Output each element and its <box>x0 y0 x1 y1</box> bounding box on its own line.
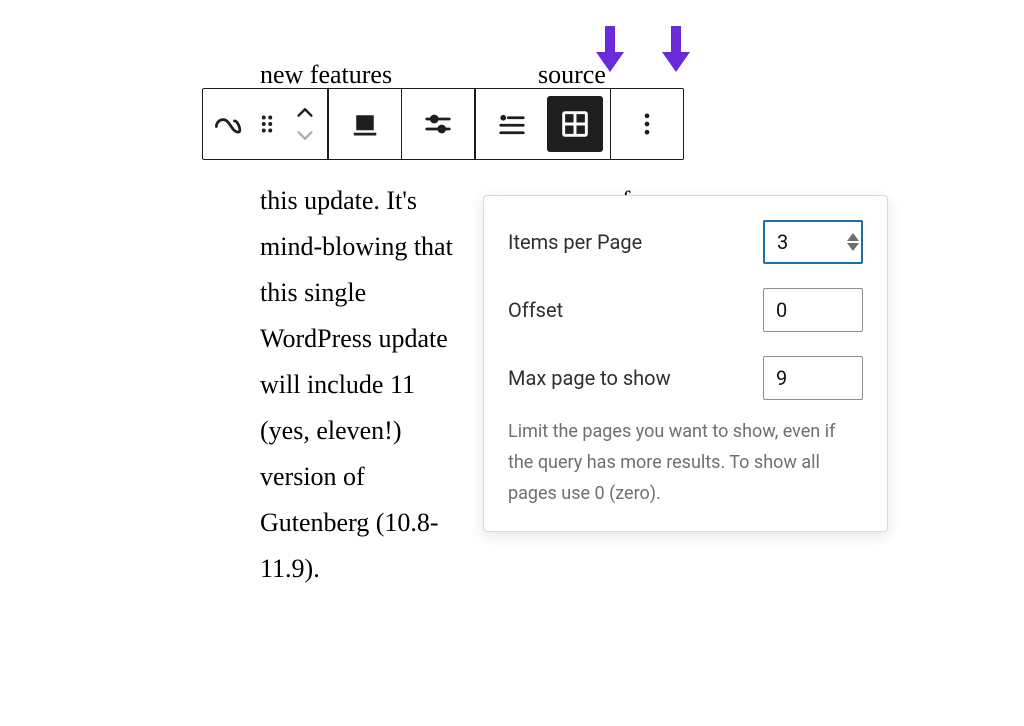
move-up-button[interactable] <box>287 100 323 124</box>
block-toolbar <box>202 88 684 160</box>
content-column-left-rest: this update. It's mind-blowing that this… <box>260 178 460 592</box>
align-icon <box>350 109 380 139</box>
annotation-arrow-icon <box>660 24 692 74</box>
grid-view-button[interactable] <box>547 96 603 152</box>
more-vertical-icon <box>633 110 661 138</box>
display-settings-button[interactable] <box>408 94 468 154</box>
field-label: Max page to show <box>508 366 671 390</box>
loop-icon <box>212 109 242 139</box>
list-view-icon <box>497 109 527 139</box>
field-help-text: Limit the pages you want to show, even i… <box>508 416 863 509</box>
drag-handle-icon <box>254 111 280 137</box>
query-loop-button[interactable] <box>209 94 245 154</box>
filters-icon <box>423 109 453 139</box>
text-fragment: new features <box>260 60 392 89</box>
offset-input[interactable] <box>763 288 863 332</box>
text-fragment: this update. It's mind-blowing that this… <box>260 186 453 583</box>
field-max-page: Max page to show <box>508 356 863 400</box>
display-settings-popover: Items per Page Offset Max page to show L… <box>483 195 888 532</box>
move-block-stack <box>287 100 323 148</box>
annotation-arrow-icon <box>594 24 626 74</box>
align-button[interactable] <box>335 94 395 154</box>
field-label: Items per Page <box>508 230 642 254</box>
chevron-down-icon <box>294 129 316 143</box>
drag-handle-button[interactable] <box>249 94 285 154</box>
max-page-input[interactable] <box>763 356 863 400</box>
chevron-up-icon <box>294 105 316 119</box>
grid-view-icon <box>559 108 591 140</box>
field-items-per-page: Items per Page <box>508 220 863 264</box>
stepper-icon[interactable] <box>847 233 859 251</box>
more-options-button[interactable] <box>617 94 677 154</box>
move-down-button[interactable] <box>287 124 323 148</box>
list-view-button[interactable] <box>482 94 542 154</box>
field-offset: Offset <box>508 288 863 332</box>
field-label: Offset <box>508 298 563 322</box>
